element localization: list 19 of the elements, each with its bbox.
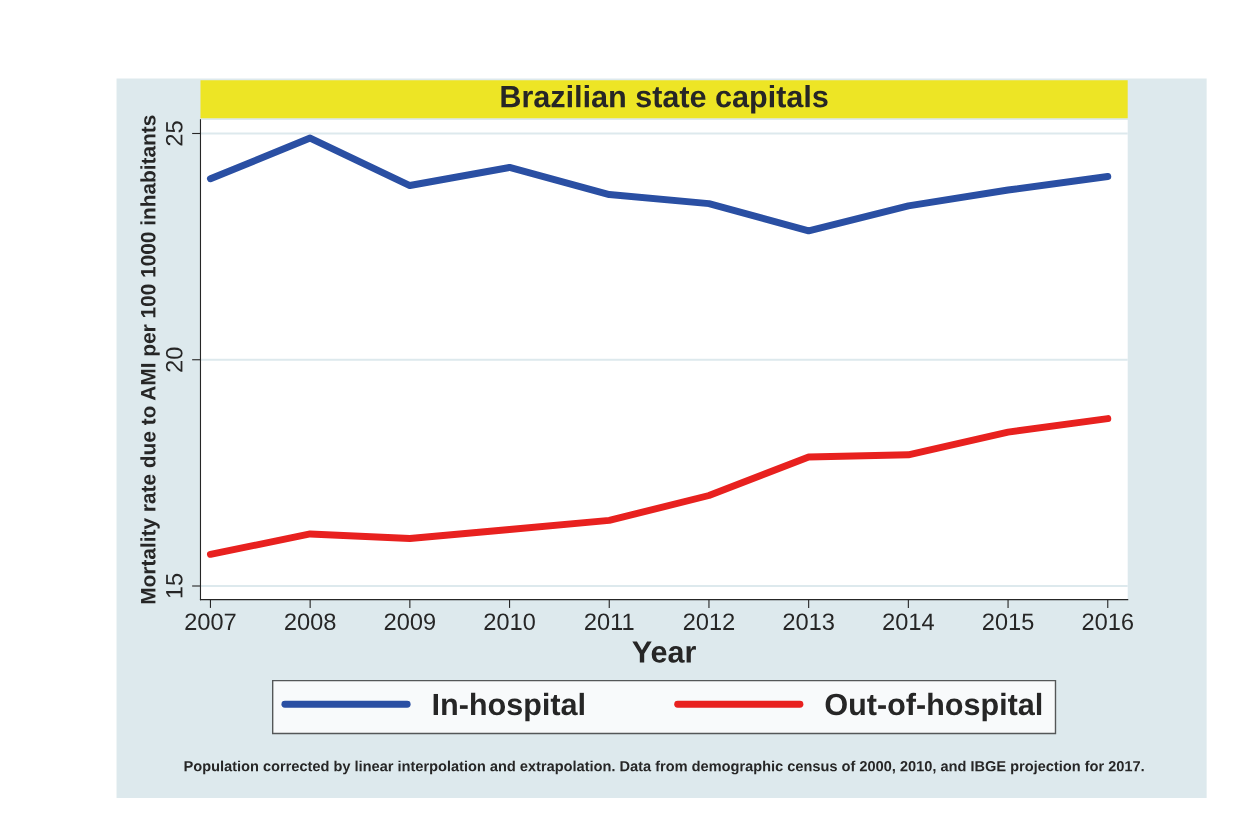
x-axis-title: Year: [632, 641, 696, 663]
x-tick-label: 2011: [585, 613, 634, 631]
x-tick-label: 2015: [982, 613, 1034, 631]
y-tick-label: 15: [166, 573, 183, 598]
x-tick-label: 2016: [1082, 613, 1133, 631]
legend-label: Out-of-hospital: [825, 692, 1042, 722]
x-tick-label: 2009: [384, 613, 435, 631]
legend-label: In-hospital: [433, 692, 584, 722]
x-tick-label: 2013: [783, 613, 834, 631]
y-tick-label: 20: [165, 347, 183, 372]
x-tick-label: 2008: [285, 613, 336, 631]
x-tick-label: 2012: [683, 613, 735, 631]
x-tick-label: 2007: [185, 613, 236, 631]
text: Population corrected by linear interpolation and extrapolation. Data from demographic census of 2000, 2010, and IBGE projection for 2017.: [184, 760, 1144, 775]
y-axis-title: Mortality rate due to AMI per 100 1000 inhabitants: [140, 115, 160, 604]
y-tick-label: 25: [165, 121, 183, 146]
x-tick-label: 2014: [883, 613, 934, 631]
chart-title: Brazilian state capitals: [501, 85, 828, 114]
x-tick-label: 2010: [484, 613, 535, 631]
